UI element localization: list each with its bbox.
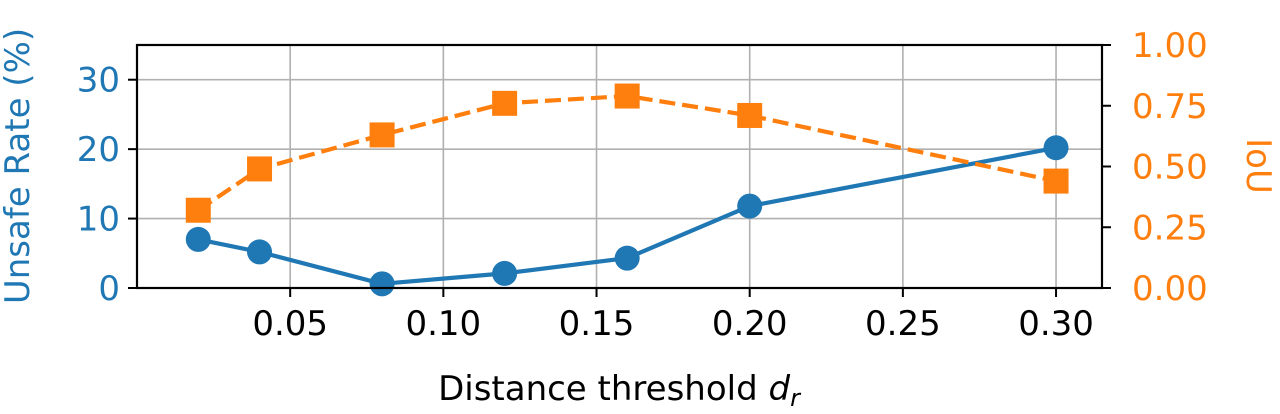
x-axis-label-subscript: r bbox=[790, 384, 802, 412]
series-2-point bbox=[247, 156, 273, 182]
x-tick-label: 0.25 bbox=[865, 304, 941, 344]
y-left-axis-label: Unsafe Rate (%) bbox=[0, 28, 38, 304]
y-right-tick-label: 1.00 bbox=[1132, 26, 1208, 66]
y-left-tick-label: 0 bbox=[98, 269, 120, 309]
series-layer bbox=[185, 83, 1069, 297]
x-tick-label: 0.15 bbox=[559, 304, 635, 344]
series-1-point bbox=[1043, 135, 1069, 161]
x-tick-label: 0.20 bbox=[712, 304, 788, 344]
series-1-point bbox=[185, 226, 211, 252]
axes: 0.05 0.10 0.15 0.20 0.25 0.30 0 10 20 30 0.00 0.25 0… bbox=[77, 26, 1208, 344]
series-2-line bbox=[197, 93, 1057, 212]
y-left-tick-label: 10 bbox=[77, 200, 120, 240]
series-2-point bbox=[369, 122, 395, 148]
x-tick-label: 0.05 bbox=[252, 304, 328, 344]
series-1-point bbox=[247, 239, 273, 265]
y-left-tick-label: 30 bbox=[77, 61, 120, 101]
y-left-tick-label: 20 bbox=[77, 130, 120, 170]
y-right-tick-label: 0.75 bbox=[1132, 87, 1208, 127]
series-1-point bbox=[369, 271, 395, 297]
x-tick-label: 0.10 bbox=[405, 304, 481, 344]
y-right-tick-label: 0.25 bbox=[1132, 208, 1208, 248]
x-axis-label-variable: d bbox=[768, 369, 790, 409]
x-tick-label: 0.30 bbox=[1018, 304, 1094, 344]
series-2-point bbox=[614, 83, 640, 109]
series-1-point bbox=[492, 260, 518, 286]
x-axis-label-text: Distance threshold bbox=[438, 369, 768, 409]
x-axis-label: Distance threshold dr bbox=[438, 369, 802, 412]
series-2-point bbox=[737, 102, 763, 128]
y-right-tick-label: 0.50 bbox=[1132, 148, 1208, 188]
series-2-point bbox=[185, 197, 211, 223]
series-2-point bbox=[492, 90, 518, 116]
series-1-point bbox=[737, 193, 763, 219]
series-1-point bbox=[614, 245, 640, 271]
y-right-tick-label: 0.00 bbox=[1132, 269, 1208, 309]
series-2-point bbox=[1043, 168, 1069, 194]
y-right-axis-label: IoU bbox=[1238, 138, 1278, 194]
